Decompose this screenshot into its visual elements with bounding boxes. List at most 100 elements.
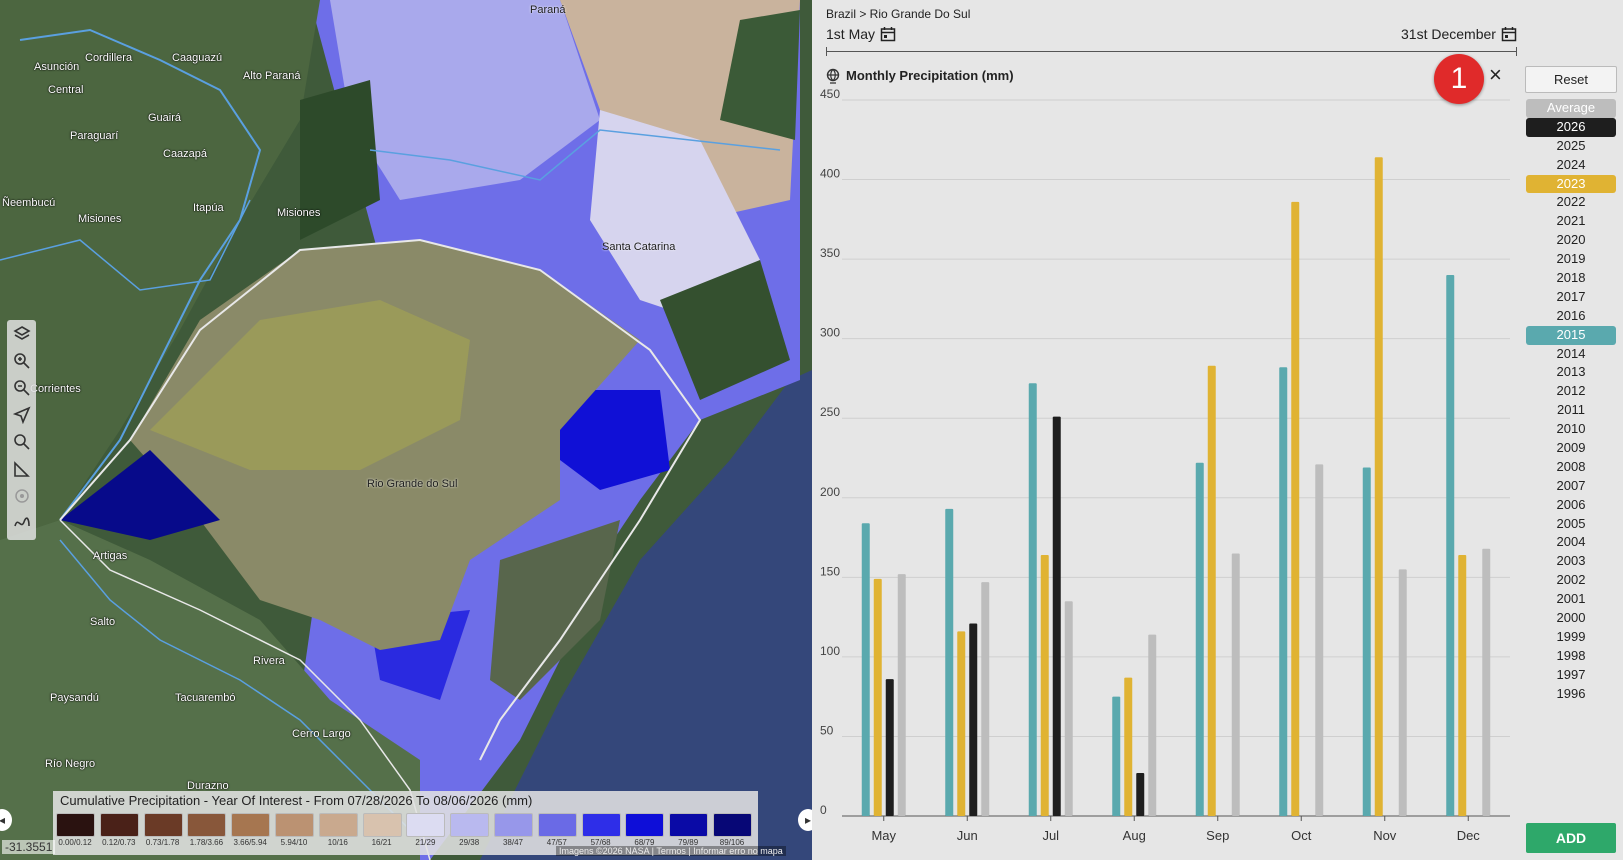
bar: [1398, 569, 1407, 816]
place-label: Alto Paraná: [243, 70, 301, 82]
measure-icon[interactable]: [10, 457, 33, 480]
year-item[interactable]: 2012: [1556, 383, 1586, 399]
date-range-slider[interactable]: [826, 47, 1517, 56]
legend-label: 10/16: [327, 838, 348, 847]
legend-swatch: [406, 813, 446, 837]
year-item[interactable]: 2000: [1556, 610, 1586, 626]
legend-label: 0.73/1.78: [145, 838, 180, 847]
legend-swatch: [669, 813, 709, 837]
bar: [1195, 462, 1204, 816]
place-label: Rivera: [253, 655, 285, 667]
legend-label: 38/47: [502, 838, 524, 847]
y-tick-label: 400: [820, 167, 840, 181]
y-axis: 0 50 100 150 200 250 300 350 400 450: [820, 87, 840, 817]
year-item[interactable]: 2006: [1556, 496, 1586, 512]
bar: [1064, 601, 1073, 816]
search-icon[interactable]: [10, 430, 33, 453]
legend-swatch: [99, 813, 139, 837]
year-item[interactable]: 2009: [1556, 440, 1586, 456]
locate-icon[interactable]: [10, 403, 33, 426]
layers-icon[interactable]: [10, 322, 33, 345]
place-label: Itapúa: [193, 202, 224, 214]
year-item[interactable]: 2020: [1556, 232, 1586, 248]
place-label: Guairá: [148, 112, 182, 124]
year-item[interactable]: 2019: [1556, 251, 1586, 267]
target-icon[interactable]: [10, 484, 33, 507]
legend-swatch: [450, 813, 490, 837]
x-tick-label: Aug: [1123, 828, 1146, 843]
year-item[interactable]: 2015: [1526, 325, 1616, 345]
collapse-right-icon[interactable]: ▸: [798, 809, 812, 831]
year-item[interactable]: 2002: [1556, 572, 1586, 588]
legend-swatch: [713, 813, 752, 837]
place-label: Paysandú: [50, 692, 99, 704]
close-icon[interactable]: ×: [1489, 62, 1502, 87]
bar: [957, 631, 966, 816]
place-label: Paraná: [530, 4, 566, 16]
end-date-label: 31st December: [1401, 26, 1496, 42]
year-item[interactable]: 2023: [1526, 174, 1616, 194]
year-item[interactable]: 2004: [1556, 534, 1586, 550]
place-label: Tacuarembó: [175, 692, 236, 704]
year-item[interactable]: 2021: [1556, 213, 1586, 229]
year-item[interactable]: 2010: [1556, 421, 1586, 437]
place-label: Ñeembucú: [2, 197, 56, 209]
map-attribution[interactable]: Imagens ©2026 NASA | Termos | Informar e…: [556, 846, 786, 856]
place-label: Caaguazú: [172, 52, 223, 64]
reset-button[interactable]: Reset: [1525, 66, 1617, 93]
zoom-out-icon[interactable]: [10, 376, 33, 399]
year-item[interactable]: 2026: [1526, 117, 1616, 137]
end-date-picker[interactable]: 31st December: [1401, 26, 1517, 42]
year-item[interactable]: 2001: [1556, 591, 1586, 607]
bar: [861, 523, 870, 816]
legend-label: 79/89: [678, 838, 699, 847]
place-label: Río Negro: [45, 758, 96, 770]
year-item[interactable]: 2016: [1556, 307, 1586, 323]
year-item[interactable]: Average: [1526, 99, 1616, 118]
year-item[interactable]: 2005: [1556, 515, 1586, 531]
map-view[interactable]: Paraná Cordillera Caaguazú Asunción Cent…: [0, 0, 812, 860]
year-item[interactable]: 2003: [1556, 553, 1586, 569]
year-item[interactable]: 2007: [1556, 477, 1586, 493]
year-list: Average 2026 2025 2024 2023 2022 2021 2020 2019 2…: [1526, 99, 1616, 704]
place-label: Misiones: [78, 213, 122, 225]
year-item[interactable]: 1997: [1556, 666, 1586, 682]
year-item[interactable]: 2022: [1556, 194, 1586, 210]
year-item[interactable]: 2024: [1556, 156, 1586, 172]
bar: [981, 582, 990, 816]
bar: [1291, 201, 1300, 816]
year-item[interactable]: 2018: [1556, 270, 1586, 286]
calendar-icon: [1501, 27, 1517, 42]
year-item[interactable]: 1996: [1556, 685, 1586, 701]
legend-swatch: [537, 813, 577, 837]
place-label: Asunción: [34, 61, 80, 73]
bar: [945, 508, 954, 816]
chart-bars: [861, 157, 1491, 816]
year-item[interactable]: 1999: [1556, 628, 1586, 644]
year-item[interactable]: 2008: [1556, 458, 1586, 474]
map-toolbar: [7, 320, 36, 540]
year-item[interactable]: 2025: [1556, 137, 1586, 153]
breadcrumb[interactable]: Brazil > Rio Grande Do Sul: [826, 7, 971, 21]
x-tick-label: Nov: [1373, 828, 1397, 843]
place-label: Rio Grande do Sul: [367, 478, 458, 490]
year-item[interactable]: 2014: [1556, 345, 1586, 361]
y-tick-label: 250: [820, 405, 840, 419]
legend-label: 0.12/0.73: [102, 838, 136, 847]
bar: [1482, 548, 1491, 816]
collapse-left-icon[interactable]: ◂: [0, 809, 12, 831]
year-item[interactable]: 1998: [1556, 647, 1586, 663]
x-axis: May Jun Jul Aug Sep Oct Nov Dec: [871, 816, 1480, 843]
draw-icon[interactable]: [10, 511, 33, 534]
place-label: Central: [48, 84, 84, 96]
year-item[interactable]: 2011: [1557, 402, 1585, 418]
add-button[interactable]: ADD: [1526, 823, 1616, 853]
x-tick-label: Dec: [1457, 828, 1481, 843]
y-tick-label: 0: [820, 803, 827, 817]
year-item[interactable]: 2013: [1556, 364, 1586, 380]
zoom-in-icon[interactable]: [10, 349, 33, 372]
bar: [1207, 365, 1216, 816]
start-date-picker[interactable]: 1st May: [826, 26, 896, 42]
year-item[interactable]: 2017: [1556, 288, 1586, 304]
place-label: Artigas: [93, 550, 128, 562]
